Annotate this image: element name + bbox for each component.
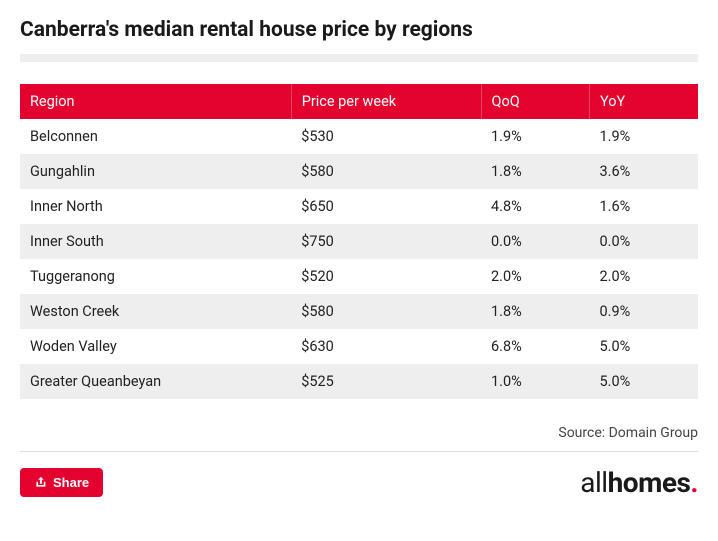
cell-price: $530 xyxy=(291,119,481,154)
table-row: Inner South$7500.0%0.0% xyxy=(20,224,698,259)
divider-bar xyxy=(20,54,698,62)
table-row: Inner North$6504.8%1.6% xyxy=(20,189,698,224)
cell-yoy: 0.0% xyxy=(590,224,699,259)
cell-qoq: 1.8% xyxy=(481,154,589,189)
cell-price: $630 xyxy=(291,329,481,364)
share-label: Share xyxy=(53,475,89,490)
data-table: Region Price per week QoQ YoY Belconnen$… xyxy=(20,84,698,399)
cell-region: Belconnen xyxy=(20,119,291,154)
cell-region: Weston Creek xyxy=(20,294,291,329)
source-attribution: Source: Domain Group xyxy=(20,425,698,441)
cell-price: $750 xyxy=(291,224,481,259)
cell-qoq: 1.8% xyxy=(481,294,589,329)
share-icon xyxy=(34,476,47,489)
brand-prefix: all xyxy=(580,466,607,499)
col-header-yoy: YoY xyxy=(590,84,699,119)
share-button[interactable]: Share xyxy=(20,468,103,497)
table-row: Belconnen$5301.9%1.9% xyxy=(20,119,698,154)
cell-qoq: 4.8% xyxy=(481,189,589,224)
cell-yoy: 5.0% xyxy=(590,329,699,364)
cell-price: $650 xyxy=(291,189,481,224)
page-title: Canberra's median rental house price by … xyxy=(20,18,698,42)
cell-region: Inner North xyxy=(20,189,291,224)
brand-logo: allhomes. xyxy=(580,466,698,499)
col-header-qoq: QoQ xyxy=(481,84,589,119)
cell-yoy: 3.6% xyxy=(590,154,699,189)
table-row: Woden Valley$6306.8%5.0% xyxy=(20,329,698,364)
cell-yoy: 1.9% xyxy=(590,119,699,154)
table-row: Weston Creek$5801.8%0.9% xyxy=(20,294,698,329)
table-row: Tuggeranong$5202.0%2.0% xyxy=(20,259,698,294)
table-header-row: Region Price per week QoQ YoY xyxy=(20,84,698,119)
cell-qoq: 1.9% xyxy=(481,119,589,154)
cell-region: Greater Queanbeyan xyxy=(20,364,291,399)
cell-price: $580 xyxy=(291,294,481,329)
brand-suffix: homes xyxy=(608,466,691,499)
cell-qoq: 2.0% xyxy=(481,259,589,294)
table-row: Gungahlin$5801.8%3.6% xyxy=(20,154,698,189)
cell-price: $525 xyxy=(291,364,481,399)
cell-price: $580 xyxy=(291,154,481,189)
cell-region: Inner South xyxy=(20,224,291,259)
cell-qoq: 1.0% xyxy=(481,364,589,399)
cell-region: Tuggeranong xyxy=(20,259,291,294)
cell-price: $520 xyxy=(291,259,481,294)
cell-region: Gungahlin xyxy=(20,154,291,189)
cell-yoy: 5.0% xyxy=(590,364,699,399)
brand-dot: . xyxy=(690,466,698,499)
cell-region: Woden Valley xyxy=(20,329,291,364)
cell-yoy: 1.6% xyxy=(590,189,699,224)
cell-yoy: 2.0% xyxy=(590,259,699,294)
footer: Share allhomes. xyxy=(20,466,698,499)
footer-divider xyxy=(20,451,698,452)
cell-yoy: 0.9% xyxy=(590,294,699,329)
cell-qoq: 6.8% xyxy=(481,329,589,364)
col-header-price: Price per week xyxy=(291,84,481,119)
col-header-region: Region xyxy=(20,84,291,119)
table-row: Greater Queanbeyan$5251.0%5.0% xyxy=(20,364,698,399)
cell-qoq: 0.0% xyxy=(481,224,589,259)
